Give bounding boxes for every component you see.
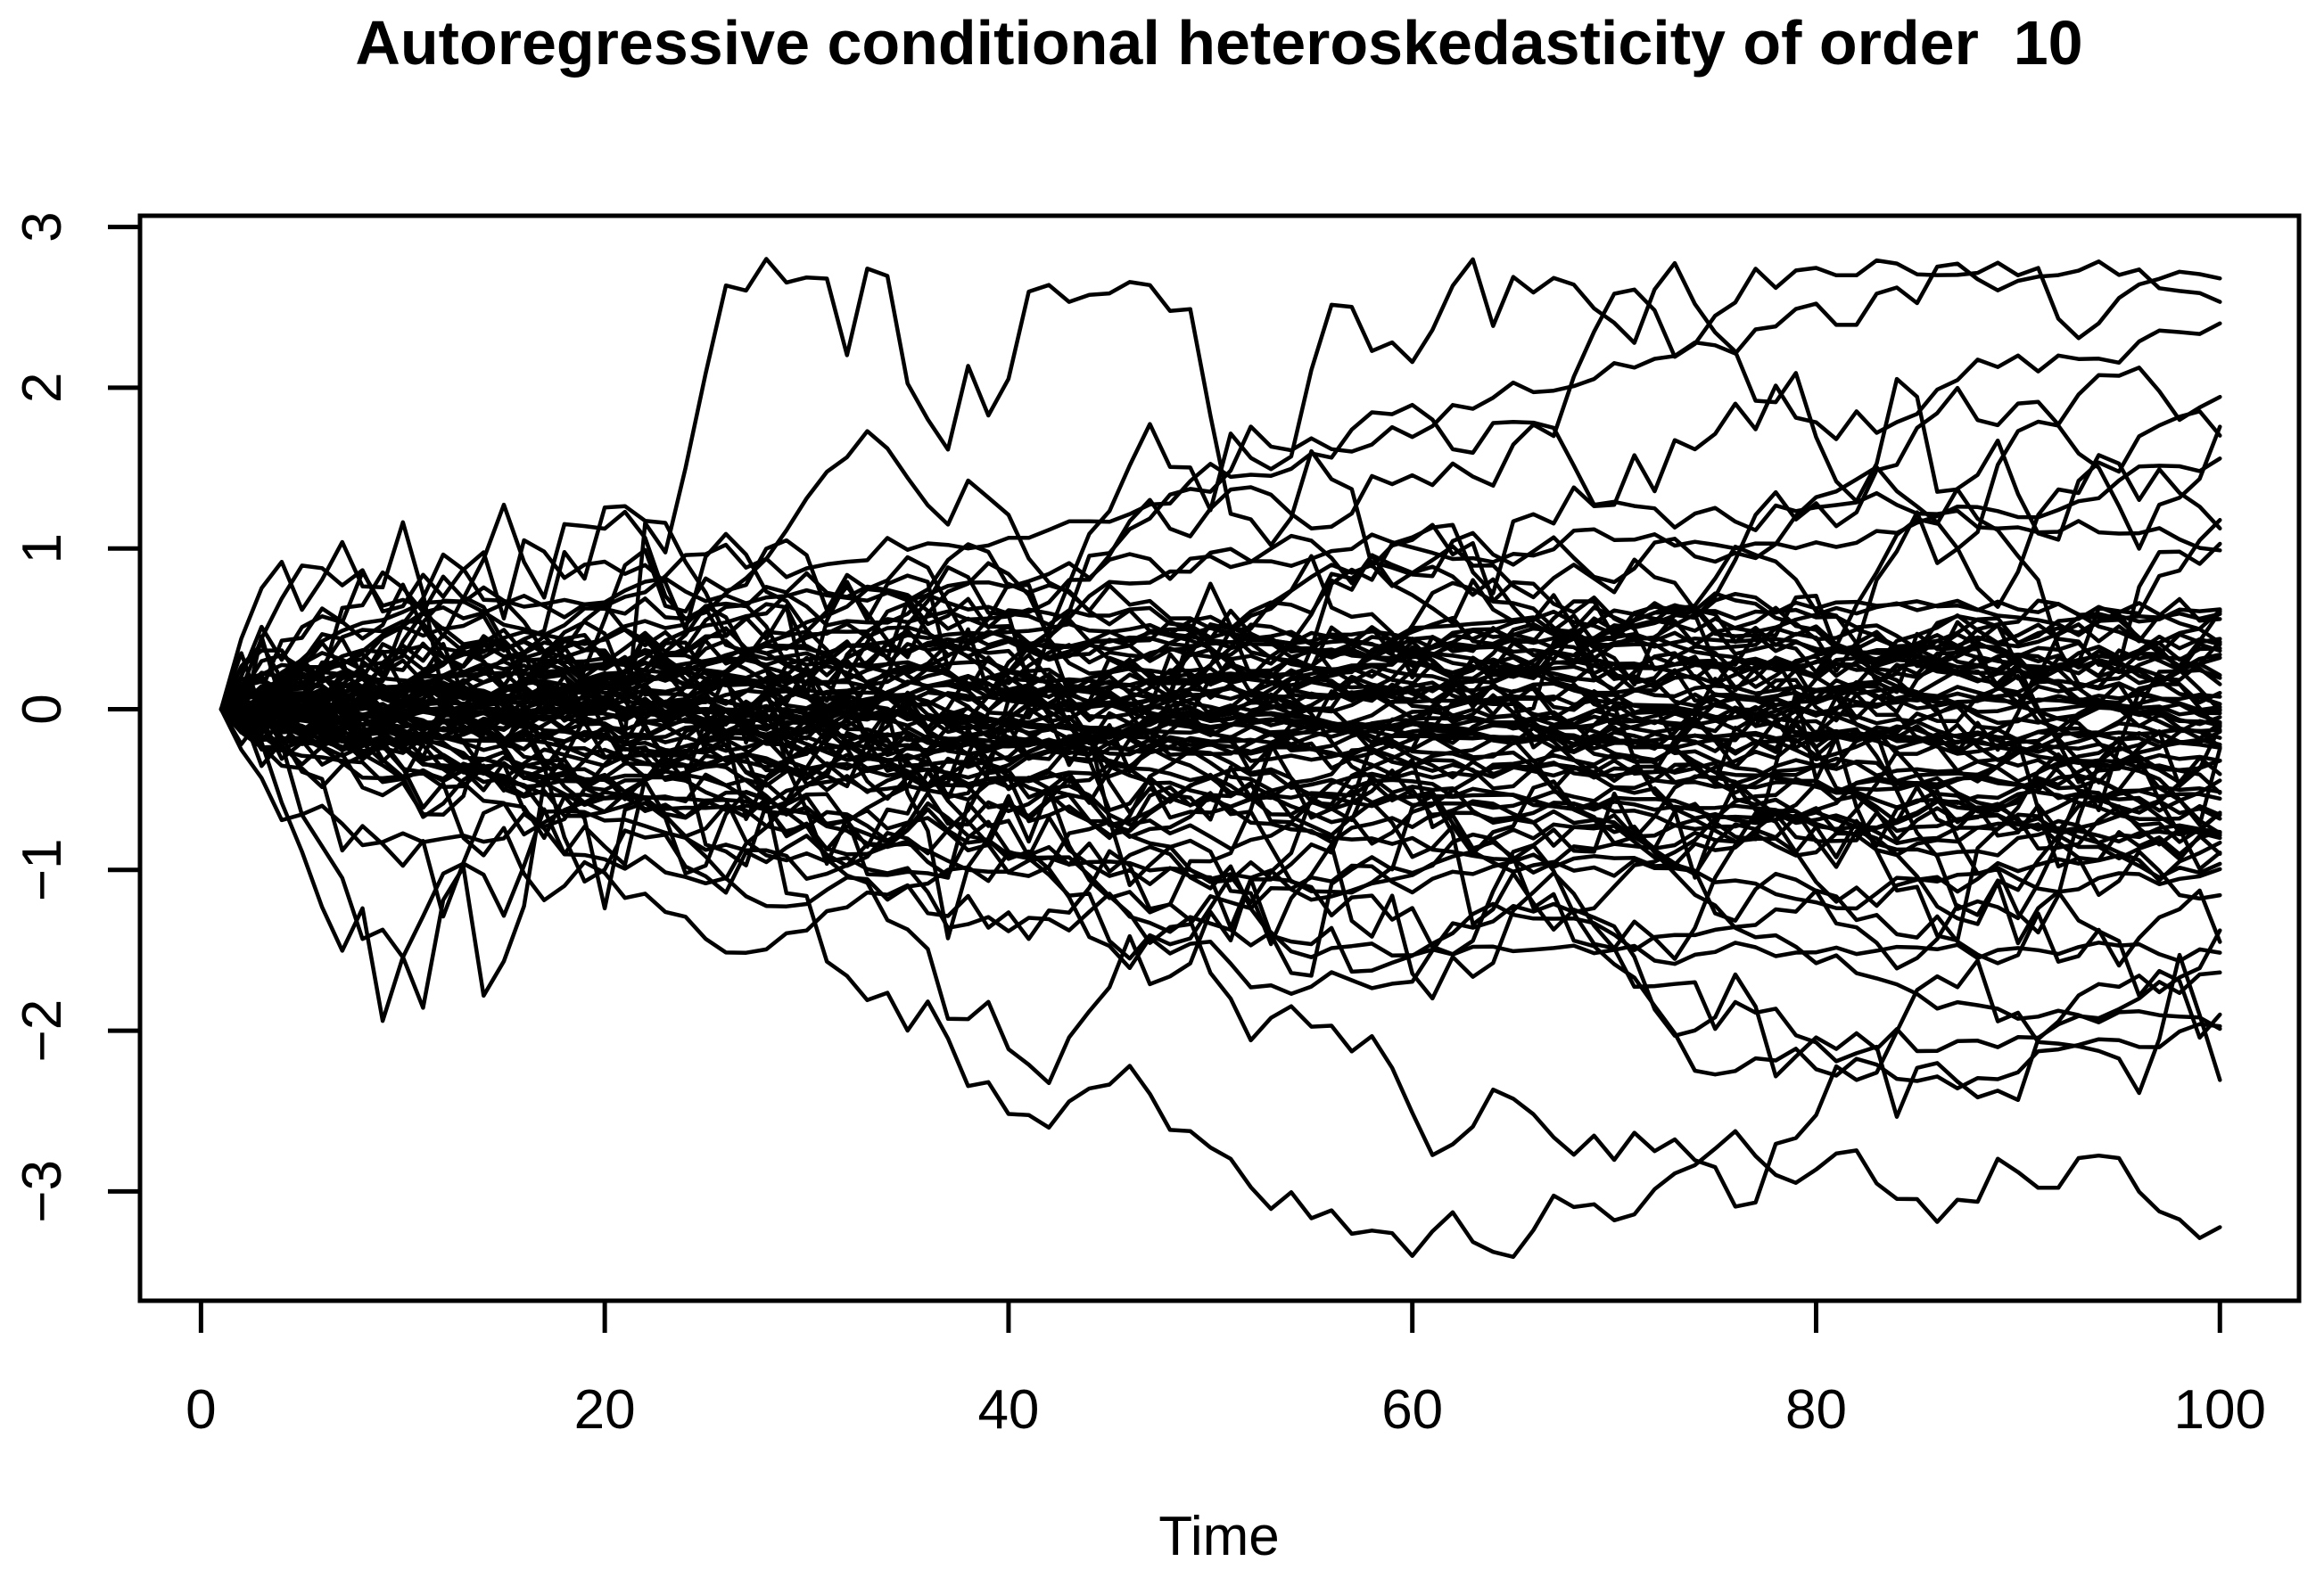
series-line — [218, 634, 2222, 757]
x-axis: 0 20 40 60 80 100 — [185, 1301, 2266, 1441]
y-tick-label: −3 — [12, 1160, 73, 1223]
series-line — [218, 707, 2222, 901]
series-line — [218, 366, 2222, 930]
plot-box — [137, 213, 2302, 1303]
series-line — [218, 538, 2222, 943]
x-tick-label: 60 — [1381, 1379, 1443, 1441]
x-tick-label: 0 — [185, 1379, 216, 1441]
series-line — [218, 699, 2222, 971]
y-tick-label: 3 — [12, 211, 73, 242]
y-tick-label: −2 — [12, 999, 73, 1063]
series-line — [218, 651, 2222, 966]
x-tick-label: 100 — [2174, 1379, 2266, 1441]
series-line — [218, 402, 2222, 719]
series-line — [218, 703, 2222, 1091]
series-line — [218, 648, 2222, 1119]
series-line — [218, 670, 2222, 858]
series-line — [218, 409, 2222, 750]
series-lines — [218, 257, 2222, 1260]
y-tick-label: 2 — [12, 373, 73, 403]
series-line — [218, 604, 2222, 752]
y-tick-label: 0 — [12, 694, 73, 724]
x-tick-label: 80 — [1785, 1379, 1847, 1441]
series-line — [218, 571, 2222, 711]
chart-title: Autoregressive conditional heteroskedast… — [355, 8, 2082, 78]
series-line — [218, 643, 2222, 726]
series-line — [218, 621, 2222, 726]
y-tick-label: −1 — [12, 838, 73, 901]
series-line — [218, 598, 2222, 770]
series-line — [218, 259, 2222, 711]
series-line — [218, 707, 2222, 908]
series-line — [218, 707, 2222, 974]
series-line — [218, 670, 2222, 1209]
series-line — [218, 675, 2222, 955]
series-line — [218, 453, 2222, 800]
series-line — [218, 591, 2222, 732]
series-line — [218, 632, 2222, 723]
series-line — [218, 707, 2222, 996]
x-tick-label: 20 — [574, 1379, 636, 1441]
x-tick-label: 40 — [977, 1379, 1039, 1441]
y-tick-label: 1 — [12, 533, 73, 563]
x-axis-label: Time — [1158, 1506, 1279, 1567]
series-line — [218, 673, 2222, 957]
y-axis: −3 −2 −1 0 1 2 3 — [12, 211, 140, 1223]
